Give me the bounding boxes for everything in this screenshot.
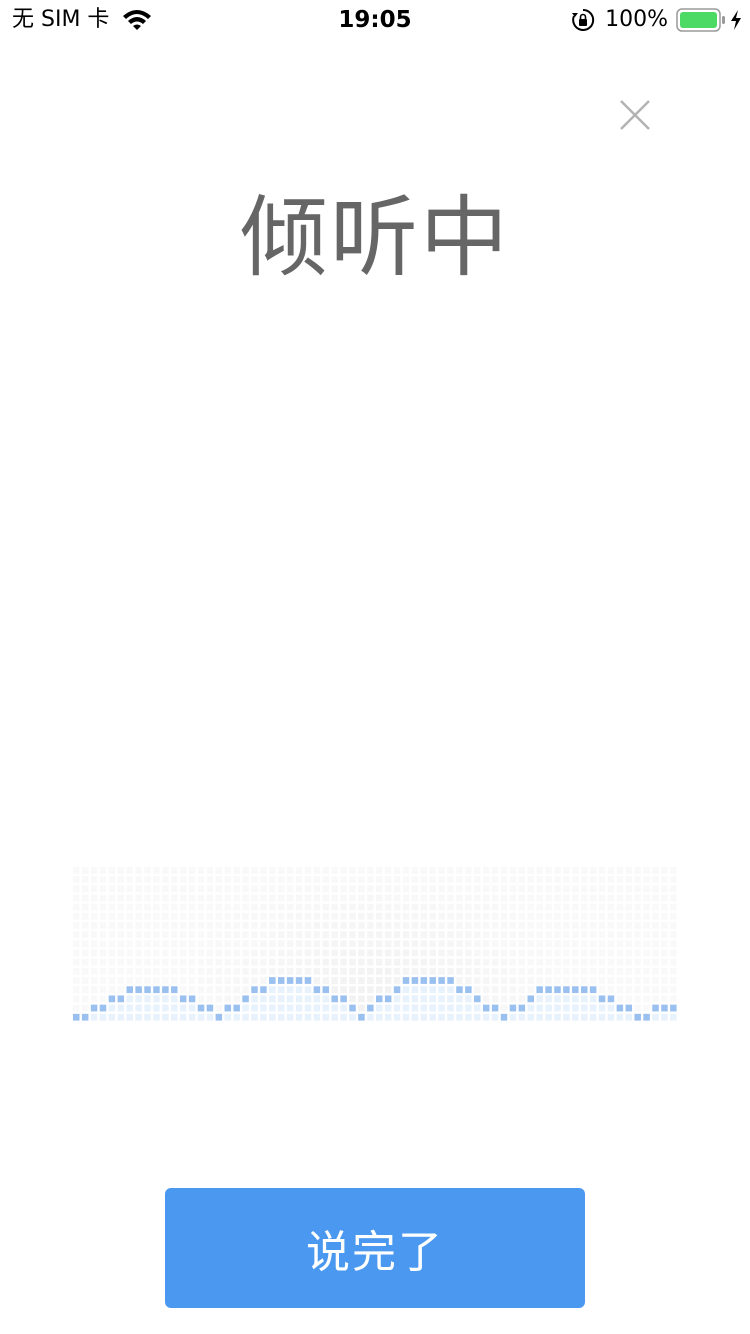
battery-percent: 100% xyxy=(605,7,668,32)
listening-title: 倾听中 xyxy=(239,186,510,289)
battery-icon xyxy=(676,7,726,33)
close-button[interactable] xyxy=(612,92,658,138)
status-right: 100% xyxy=(571,6,742,34)
wifi-icon xyxy=(121,8,153,32)
done-speaking-button[interactable]: 说完了 xyxy=(165,1188,585,1308)
status-bar: 无 SIM 卡 19:05 100% xyxy=(0,0,750,40)
carrier-label: 无 SIM 卡 xyxy=(12,7,110,32)
orientation-lock-icon xyxy=(571,8,595,32)
status-left: 无 SIM 卡 xyxy=(12,6,153,34)
close-icon xyxy=(620,100,650,130)
status-time: 19:05 xyxy=(338,7,412,33)
charging-bolt-icon xyxy=(730,9,742,31)
voice-waveform xyxy=(72,866,678,1022)
